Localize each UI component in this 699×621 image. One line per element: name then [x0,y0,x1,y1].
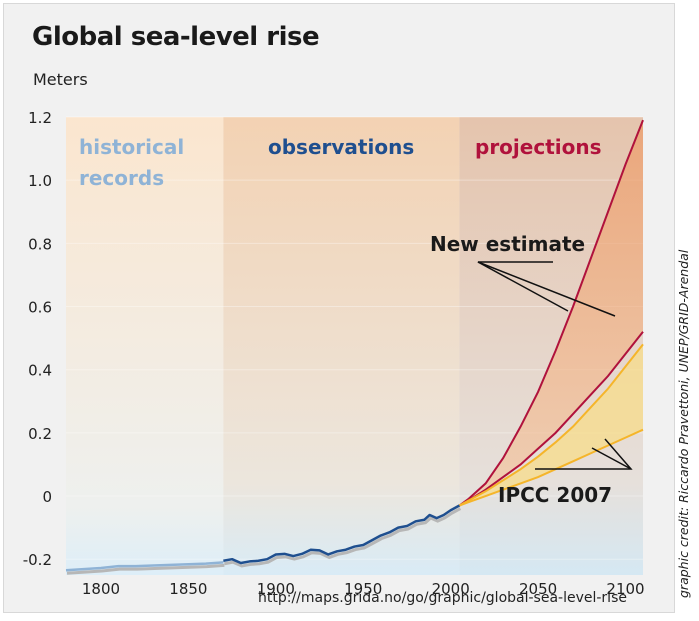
region-observations [223,117,460,575]
source-url: http://maps.grida.no/go/graphic/global-s… [258,590,627,606]
y-tick-label: 0 [42,488,52,506]
historical-line-shadow [66,563,225,575]
ipcc-2007-lower-line [459,428,644,507]
y-axis-unit-label: Meters [33,70,88,89]
x-tick-label: 2100 [606,580,644,598]
y-tick-label: 1.2 [28,109,52,127]
region-label: observations [268,135,414,159]
y-tick-label: 0.4 [28,362,52,380]
observations-line-shadow [224,507,462,568]
region-labels: historical records observations projections [79,135,602,190]
observations-line [223,504,461,565]
ipcc-2007-leader [591,447,632,470]
historical-line [65,561,224,572]
ipcc-2007-band [459,344,643,506]
y-tick-label: 0.8 [28,235,52,253]
x-tick-label: 1800 [82,580,120,598]
new-estimate-leader [477,261,616,317]
y-tick-labels: -0.2 0 0.2 0.4 0.6 0.8 1.0 1.2 [23,109,52,569]
region-label: projections [475,135,602,159]
new-estimate-label: New estimate [430,232,585,256]
y-tick-label: 1.0 [28,172,52,190]
ipcc-2007-label: IPCC 2007 [498,483,612,507]
ipcc-2007-upper-line [458,343,644,507]
region-label: records [79,166,164,190]
y-tick-label: 0.6 [28,299,52,317]
y-tick-label: 0.2 [28,425,52,443]
x-tick-label: 2000 [432,580,470,598]
annotations: New estimate IPCC 2007 [430,232,633,507]
x-tick-label: 1900 [257,580,295,598]
new-estimate-upper-line [458,119,644,507]
series-lines [65,504,462,575]
x-tick-labels: 1800 1850 1900 1950 2000 2050 2100 [82,580,645,598]
new-estimate-lower-line [458,331,644,507]
region-historical-records [66,117,224,575]
x-tick-label: 1950 [344,580,382,598]
chart-title: Global sea-level rise [32,22,320,52]
y-tick-label: -0.2 [23,551,52,569]
region-label: historical [79,135,184,159]
x-tick-label: 2050 [519,580,557,598]
x-tick-label: 1850 [169,580,207,598]
